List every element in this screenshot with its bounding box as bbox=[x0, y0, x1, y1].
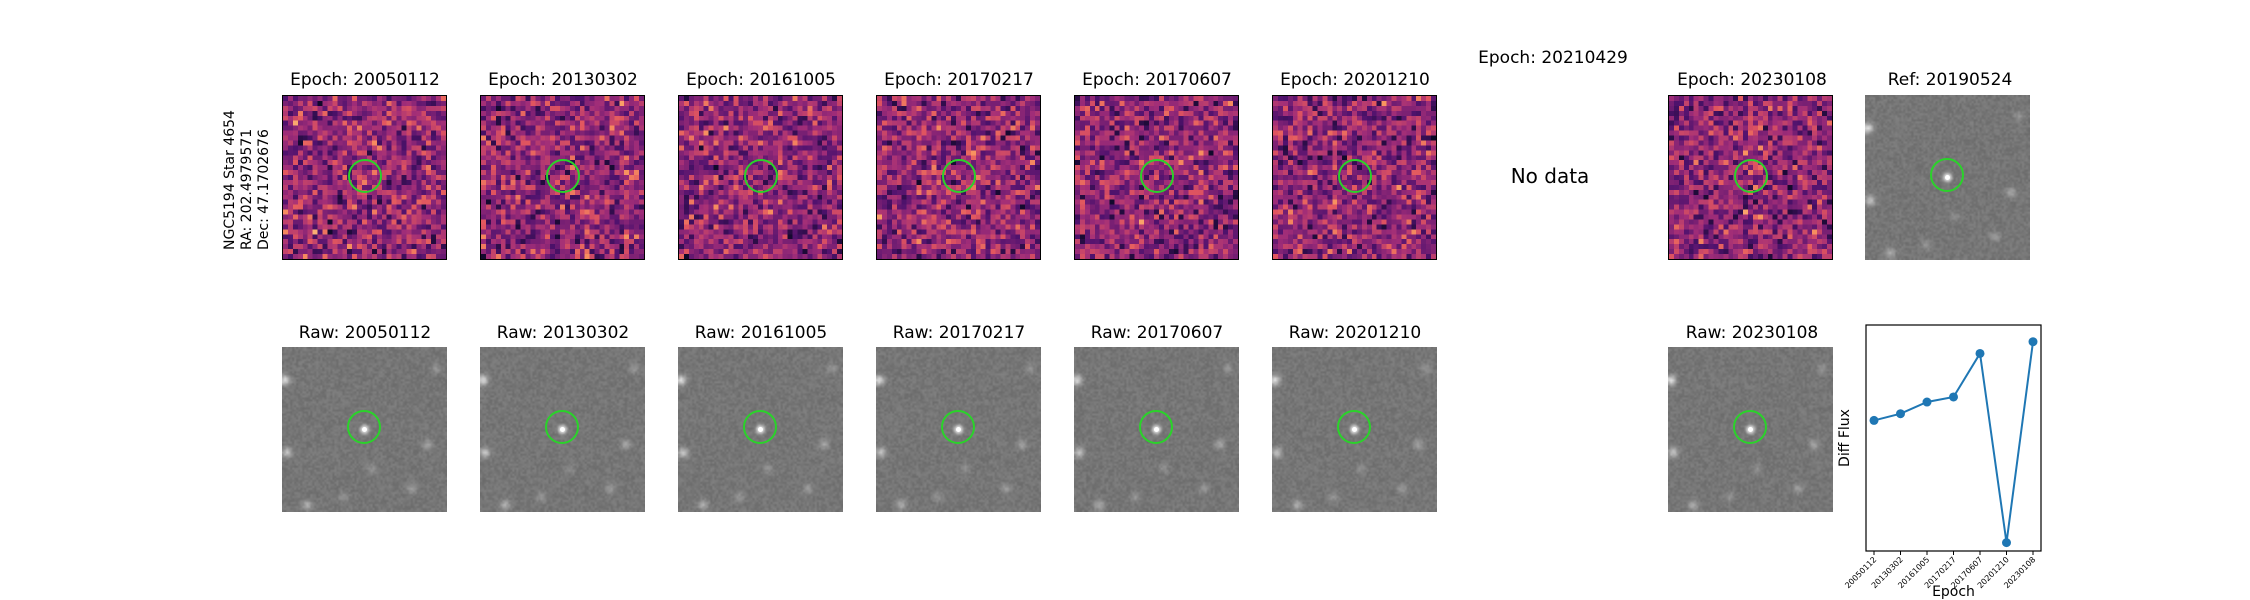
top-title-2: Epoch: 20161005 bbox=[686, 70, 836, 90]
target-circle bbox=[1930, 158, 1964, 192]
raw-image-2 bbox=[678, 347, 843, 512]
top-title-1: Epoch: 20130302 bbox=[488, 70, 638, 90]
top-title-6: Epoch: 20210429 bbox=[1478, 48, 1628, 68]
top-title-0: Epoch: 20050112 bbox=[290, 70, 440, 90]
target-circle bbox=[1140, 159, 1174, 193]
diff-image-7 bbox=[1668, 95, 1833, 260]
target-circle bbox=[1337, 410, 1371, 444]
diff-image-3 bbox=[876, 95, 1041, 260]
target-circle bbox=[744, 159, 778, 193]
reference-image bbox=[1865, 95, 2030, 260]
bottom-title-3: Raw: 20170217 bbox=[892, 323, 1026, 343]
top-title-4: Epoch: 20170607 bbox=[1082, 70, 1232, 90]
star-ra: RA: 202.4979571 bbox=[239, 128, 255, 250]
top-title-3: Epoch: 20170217 bbox=[884, 70, 1034, 90]
raw-image-0 bbox=[282, 347, 447, 512]
series-line bbox=[1873, 341, 2034, 543]
raw-image-6 bbox=[1668, 347, 1833, 512]
y-axis-label: Diff Flux bbox=[1837, 409, 1853, 467]
target-circle bbox=[348, 159, 382, 193]
target-circle bbox=[942, 159, 976, 193]
x-axis-label: Epoch bbox=[1932, 584, 1975, 600]
target-circle bbox=[941, 410, 975, 444]
target-circle bbox=[1338, 159, 1372, 193]
data-point bbox=[1869, 415, 1879, 425]
raw-image-5 bbox=[1272, 347, 1437, 512]
flux-light-curve: 2005011220130302201610052017021720170607… bbox=[1837, 324, 2042, 600]
no-data-label: No data bbox=[1510, 164, 1590, 188]
plot-frame bbox=[1865, 324, 2042, 552]
top-title-7: Epoch: 20230108 bbox=[1677, 70, 1827, 90]
diff-image-5 bbox=[1272, 95, 1437, 260]
target-circle bbox=[743, 410, 777, 444]
star-name: NGC5194 Star 4654 bbox=[222, 110, 238, 250]
bottom-title-5: Raw: 20201210 bbox=[1288, 323, 1422, 343]
raw-image-1 bbox=[480, 347, 645, 512]
target-circle bbox=[1139, 410, 1173, 444]
data-point bbox=[1896, 409, 1905, 419]
diff-image-2 bbox=[678, 95, 843, 260]
diff-image-1 bbox=[480, 95, 645, 260]
raw-image-4 bbox=[1074, 347, 1239, 512]
target-circle bbox=[1734, 159, 1768, 193]
data-point bbox=[1922, 397, 1932, 407]
bottom-title-6: Raw: 20230108 bbox=[1685, 323, 1819, 343]
top-title-8: Ref: 20190524 bbox=[1887, 70, 2013, 90]
target-circle bbox=[545, 410, 579, 444]
diff-image-4 bbox=[1074, 95, 1239, 260]
data-point bbox=[2002, 538, 2011, 548]
data-point bbox=[2028, 337, 2038, 347]
diff-image-0 bbox=[282, 95, 447, 260]
star-dec: Dec: 47.1702676 bbox=[256, 129, 272, 250]
bottom-title-1: Raw: 20130302 bbox=[496, 323, 630, 343]
bottom-title-4: Raw: 20170607 bbox=[1090, 323, 1224, 343]
bottom-title-2: Raw: 20161005 bbox=[694, 323, 828, 343]
target-circle bbox=[1733, 410, 1767, 444]
data-point bbox=[1975, 348, 1985, 358]
bottom-title-0: Raw: 20050112 bbox=[298, 323, 432, 343]
raw-image-3 bbox=[876, 347, 1041, 512]
data-point bbox=[1949, 392, 1958, 402]
target-circle bbox=[347, 410, 381, 444]
target-circle bbox=[546, 159, 580, 193]
top-title-5: Epoch: 20201210 bbox=[1280, 70, 1430, 90]
